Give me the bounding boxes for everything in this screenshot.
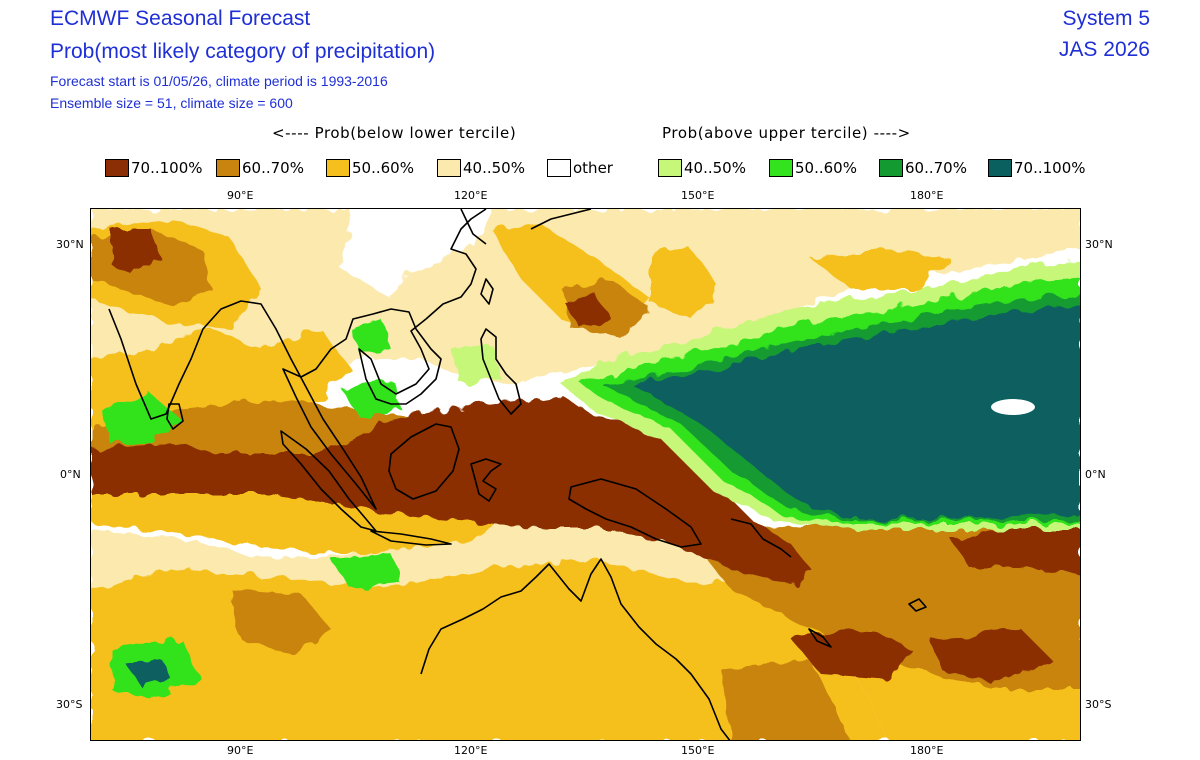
- coastline-sri-lanka: [166, 403, 184, 430]
- coastline-korea: [460, 209, 487, 245]
- coastline-new-caledonia: [808, 628, 832, 648]
- legend-label: 50..60%: [795, 159, 857, 177]
- system-label: System 5: [1062, 7, 1150, 30]
- legend-label: other: [573, 159, 613, 177]
- coastline-sumatra: [280, 430, 377, 532]
- legend-swatch: [988, 159, 1012, 177]
- coastline-java: [370, 530, 452, 546]
- coastline-borneo: [388, 423, 460, 500]
- legend-label: 40..50%: [684, 159, 746, 177]
- lon-tick-150e-top: 150°E: [681, 189, 715, 202]
- lat-tick-0n-left: 0°N: [60, 468, 81, 481]
- map-subtitle: Prob(most likely category of precipitati…: [50, 40, 436, 63]
- legend-swatch: [216, 159, 240, 177]
- forecast-start-info: Forecast start is 01/05/26, climate peri…: [50, 73, 388, 89]
- legend-label: 70..100%: [131, 159, 203, 177]
- lon-tick-120e-top: 120°E: [454, 189, 488, 202]
- field-below-70-100: [931, 629, 1051, 684]
- lon-tick-180e-top: 180°E: [910, 189, 944, 202]
- legend-swatch: [879, 159, 903, 177]
- field-below-70-100: [561, 294, 611, 329]
- probability-fields: [91, 209, 1080, 740]
- lat-tick-0n-right: 0°N: [1085, 468, 1106, 481]
- legend-label: 70..100%: [1014, 159, 1086, 177]
- field-below-70-100: [951, 514, 1080, 574]
- legend-label: 40..50%: [463, 159, 525, 177]
- coastline-new-guinea: [568, 478, 702, 548]
- field-above-50-60: [331, 554, 401, 589]
- field-above-70-100: [126, 659, 171, 687]
- season-label: JAS 2026: [1058, 38, 1150, 61]
- legend-item-above-60-70: 60..70%: [879, 158, 967, 178]
- legend-swatch: [769, 159, 793, 177]
- ensemble-size-info: Ensemble size = 51, climate size = 600: [50, 95, 293, 111]
- coastline-asia: [108, 209, 487, 510]
- coastline-taiwan: [480, 278, 494, 305]
- field-below-60-70: [231, 589, 331, 654]
- legend-label: 50..60%: [352, 159, 414, 177]
- lat-tick-30s-left: 30°S: [56, 698, 83, 711]
- field-above-50-60: [341, 379, 401, 419]
- legend-above-title: Prob(above upper tercile) ---->: [662, 124, 911, 142]
- legend-below-title: <---- Prob(below lower tercile): [272, 124, 517, 142]
- coastline-philippines: [480, 328, 522, 415]
- legend-label: 60..70%: [905, 159, 967, 177]
- legend-swatch: [547, 159, 571, 177]
- lon-tick-120e-bottom: 120°E: [454, 744, 488, 757]
- probability-map: [90, 208, 1081, 741]
- legend-item-above-40-50: 40..50%: [658, 158, 746, 178]
- field-other-patch: [991, 399, 1035, 415]
- field-below-50-60: [811, 249, 951, 289]
- field-above-70-100: [631, 304, 1080, 519]
- field-below-70-100: [791, 629, 911, 679]
- map-title: ECMWF Seasonal Forecast: [50, 7, 311, 30]
- legend-swatch: [658, 159, 682, 177]
- legend-item-other: other: [547, 158, 613, 178]
- legend-item-below-60-70: 60..70%: [216, 158, 304, 178]
- legend-swatch: [437, 159, 461, 177]
- lat-tick-30s-right: 30°S: [1085, 698, 1112, 711]
- field-below-60-70: [721, 659, 851, 740]
- coastline-solomons: [730, 518, 792, 558]
- map-canvas: [91, 209, 1080, 740]
- field-below-70-100: [111, 229, 161, 274]
- field-below-70-100: [91, 394, 811, 584]
- lon-tick-90e-bottom: 90°E: [227, 744, 254, 757]
- legend-item-below-70-100: 70..100%: [105, 158, 203, 178]
- lon-tick-90e-top: 90°E: [227, 189, 254, 202]
- legend-label: 60..70%: [242, 159, 304, 177]
- field-above-50-60: [351, 319, 391, 354]
- legend-item-above-70-100: 70..100%: [988, 158, 1086, 178]
- legend-item-below-40-50: 40..50%: [437, 158, 525, 178]
- coastlines: [108, 209, 927, 740]
- legend-item-above-50-60: 50..60%: [769, 158, 857, 178]
- legend-swatch: [105, 159, 129, 177]
- coastline-fiji: [908, 598, 927, 612]
- coastline-australia: [420, 558, 731, 740]
- coastline-sulawesi: [470, 458, 502, 502]
- coastline-japan: [530, 209, 592, 230]
- lon-tick-180e-bottom: 180°E: [910, 744, 944, 757]
- legend-swatch: [326, 159, 350, 177]
- field-above-50-60: [101, 394, 181, 444]
- lat-tick-30n-left: 30°N: [56, 238, 84, 251]
- field-below-50-60: [651, 249, 721, 319]
- lon-tick-150e-bottom: 150°E: [681, 744, 715, 757]
- lat-tick-30n-right: 30°N: [1085, 238, 1113, 251]
- legend-item-below-50-60: 50..60%: [326, 158, 414, 178]
